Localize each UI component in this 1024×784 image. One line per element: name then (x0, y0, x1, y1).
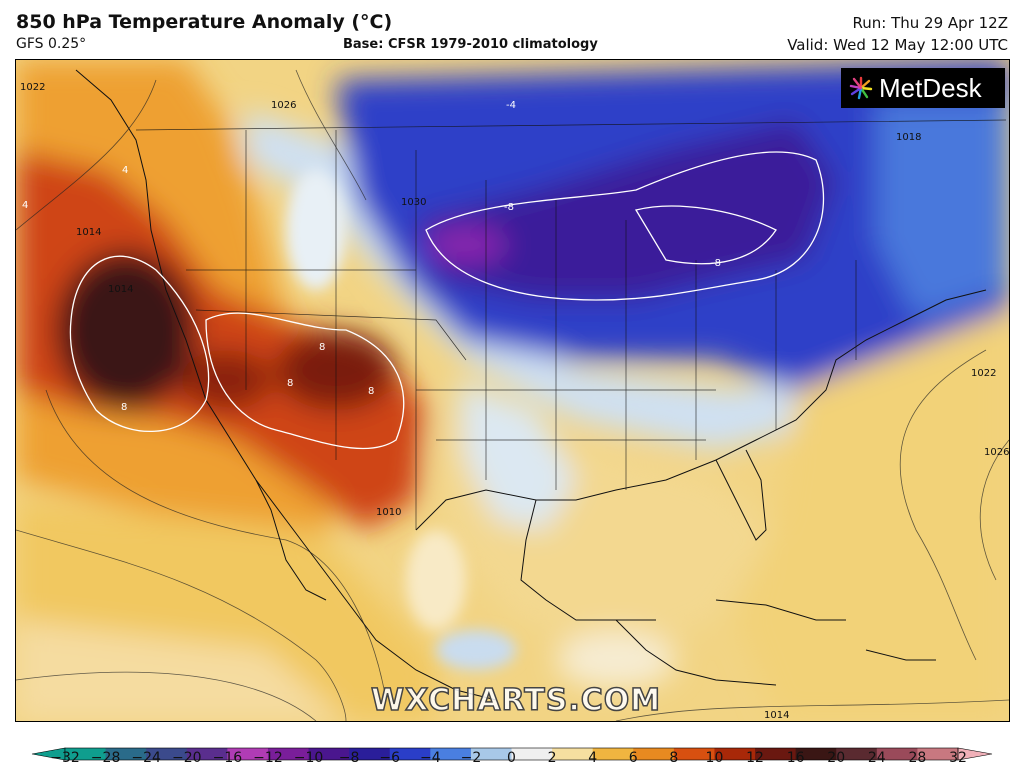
legend-color-cell (389, 748, 431, 760)
base-climatology-label: Base: CFSR 1979-2010 climatology (343, 37, 598, 52)
legend-color-cell (349, 748, 391, 760)
isobar-label: 1022 (971, 368, 996, 379)
anomaly-label: 8 (319, 342, 325, 353)
anomaly-contours (69, 151, 824, 450)
isobar-label: 1014 (764, 710, 789, 721)
legend-tick-label: 32 (949, 750, 967, 766)
legend-tick-label: 24 (867, 750, 886, 766)
isobar-label: 1014 (108, 284, 133, 295)
legend-color-cell (592, 748, 634, 760)
legend-tick-label: 20 (827, 750, 846, 766)
legend-tick-label: 16 (786, 750, 805, 766)
legend-tick-label: −12 (253, 750, 283, 766)
isobars (16, 69, 1009, 721)
legend-tick-label: −28 (90, 750, 121, 766)
legend-color-cell (227, 748, 269, 760)
anomaly-label: 8 (368, 386, 374, 397)
logo-text: MetDesk (879, 72, 982, 103)
watermark: WXCHARTS.COM (370, 682, 662, 719)
anomaly-label: 8 (121, 402, 127, 413)
isobar-label: 1010 (376, 507, 401, 518)
legend-tick-label: 2 (547, 750, 557, 766)
anomaly-label: 4 (122, 165, 128, 176)
legend-color-cell (267, 748, 310, 760)
legend-color-cell (633, 748, 675, 760)
legend-tick-label: −20 (171, 750, 202, 766)
isobar-label: 1014 (76, 227, 101, 238)
legend-color-cell (755, 748, 797, 760)
legend-tick-label: −6 (379, 750, 401, 766)
anomaly-label: 8 (287, 378, 293, 389)
model-label: GFS 0.25° (16, 36, 87, 52)
legend-tick-label: −32 (50, 750, 80, 766)
legend-color-cell (430, 748, 472, 760)
anomaly-detail (286, 170, 516, 670)
legend-tick-label: −4 (419, 750, 441, 766)
legend-color-cell (105, 748, 147, 760)
anomaly-label: -8 (711, 258, 721, 269)
legend-color-cell (673, 748, 715, 760)
legend-tick-label: −2 (460, 750, 482, 766)
legend-color-cell (795, 748, 837, 760)
legend-color-cell (552, 748, 594, 760)
legend-tick-label: 4 (588, 750, 598, 766)
run-label: Run: Thu 29 Apr 12Z (852, 14, 1008, 32)
valid-time-label: Valid: Wed 12 May 12:00 UTC (787, 36, 1008, 54)
legend-color-cell (146, 748, 188, 760)
metdesk-logo: MetDesk (841, 68, 1005, 108)
legend-tick-label: 10 (705, 750, 724, 766)
legend-color-cell (714, 748, 756, 760)
chart-title: 850 hPa Temperature Anomaly (°C) (16, 11, 393, 33)
state-borders (135, 119, 1007, 530)
legend-tick-labels: −32 −28 −24 −20 −16 −12 −10 −8 −6 −4 −2 0 2 4 6 8 10 12 16… (0, 750, 1024, 770)
legend-color-cell (186, 748, 228, 760)
legend-tick-label: 6 (628, 750, 638, 766)
anomaly-label: -8 (504, 202, 514, 213)
map-canvas: 1022 1026 1030 1014 1018 1014 1022 1026 … (16, 60, 1009, 721)
legend-tick-label: 8 (669, 750, 679, 766)
isobar-label: 1018 (896, 132, 921, 143)
legend-color-cell (65, 748, 107, 760)
anomaly-label: -4 (506, 100, 516, 111)
legend-tick-label: −10 (293, 750, 324, 766)
legend-tick-label: −8 (338, 750, 360, 766)
legend-color-cell (470, 748, 512, 760)
legend-color-cell (511, 748, 553, 760)
legend-color-cell (917, 748, 959, 760)
isobar-label: 1022 (20, 82, 45, 93)
anomaly-label: 4 (22, 200, 28, 211)
legend-tick-label: −16 (212, 750, 243, 766)
isobar-label: 1030 (401, 197, 426, 208)
legend-tick-label: 0 (507, 750, 516, 766)
isobar-label: 1026 (271, 100, 296, 111)
anomaly-map[interactable]: 1022 1026 1030 1014 1018 1014 1022 1026 … (15, 59, 1010, 722)
legend-border (64, 747, 959, 761)
metdesk-star-icon (849, 76, 873, 100)
isobar-label: 1026 (984, 447, 1009, 458)
legend-tick-label: 12 (746, 750, 764, 766)
isobar-label-group: 1022 1026 1030 1014 1018 1014 1022 1026 … (20, 82, 1009, 721)
legend-colorbar (31, 747, 993, 761)
legend-tick-label: −24 (131, 750, 161, 766)
legend-color-cell (876, 748, 918, 760)
anomaly-field (16, 60, 1009, 721)
legend-color-cell (836, 748, 878, 760)
coastlines (75, 69, 987, 701)
legend-tick-label: 28 (908, 750, 927, 766)
anomaly-label-group: -8 -8 -4 8 8 8 8 4 4 (22, 100, 721, 413)
legend-color-cell (308, 748, 350, 760)
